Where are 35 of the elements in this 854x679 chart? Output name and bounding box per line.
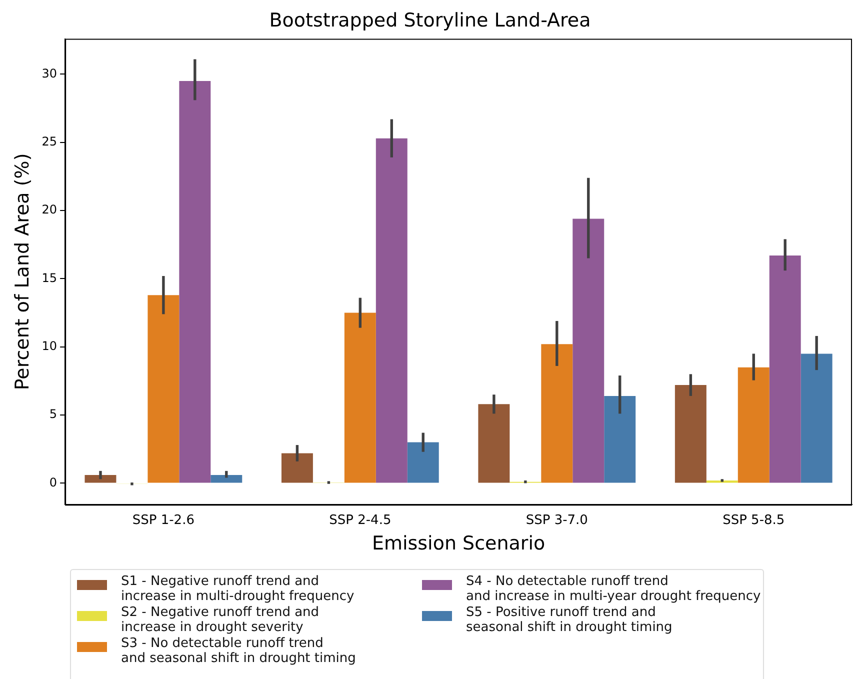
bar bbox=[800, 354, 832, 483]
legend-label: S4 - No detectable runoff trend and increase in multi-year drought frequency bbox=[466, 574, 761, 604]
x-tick-label: SSP 1-2.6 bbox=[132, 512, 194, 528]
bar bbox=[604, 396, 636, 483]
y-tick-label: 25 bbox=[42, 134, 58, 149]
bar bbox=[738, 367, 770, 483]
bar bbox=[674, 385, 706, 483]
bar bbox=[344, 312, 376, 483]
x-tick-label: SSP 5-8.5 bbox=[722, 512, 785, 528]
y-tick-label: 0 bbox=[49, 475, 58, 490]
y-tick-label: 5 bbox=[49, 407, 58, 422]
legend-label: S5 - Positive runoff trend and seasonal shift in drought timing bbox=[466, 605, 672, 635]
y-tick-label: 30 bbox=[42, 66, 58, 80]
bar bbox=[376, 138, 408, 483]
legend-label: S2 - Negative runoff trend and increase in drought severity bbox=[121, 605, 320, 635]
y-axis-title: Percent of Land Area (%) bbox=[11, 153, 34, 390]
bar bbox=[478, 404, 510, 483]
bar bbox=[84, 475, 116, 483]
bar bbox=[769, 256, 801, 483]
bar bbox=[281, 453, 313, 483]
y-tick-label: 15 bbox=[42, 270, 58, 285]
legend-label: S3 - No detectable runoff trend and seasonal shift in drought timing bbox=[121, 636, 356, 666]
bar bbox=[572, 218, 604, 483]
bar bbox=[148, 295, 180, 483]
y-tick-label: 20 bbox=[42, 202, 58, 217]
bar bbox=[407, 442, 439, 483]
x-axis-title: Emission Scenario bbox=[372, 532, 546, 555]
bar bbox=[541, 344, 573, 483]
bar bbox=[179, 81, 211, 483]
x-tick-label: SSP 2-4.5 bbox=[329, 512, 392, 528]
bar bbox=[210, 475, 242, 483]
chart-title: Bootstrapped Storyline Land-Area bbox=[269, 9, 591, 32]
legend-label: S1 - Negative runoff trend and increase in multi-drought frequency bbox=[121, 574, 354, 604]
y-tick-label: 10 bbox=[42, 339, 58, 354]
x-tick-label: SSP 3-7.0 bbox=[526, 512, 588, 528]
